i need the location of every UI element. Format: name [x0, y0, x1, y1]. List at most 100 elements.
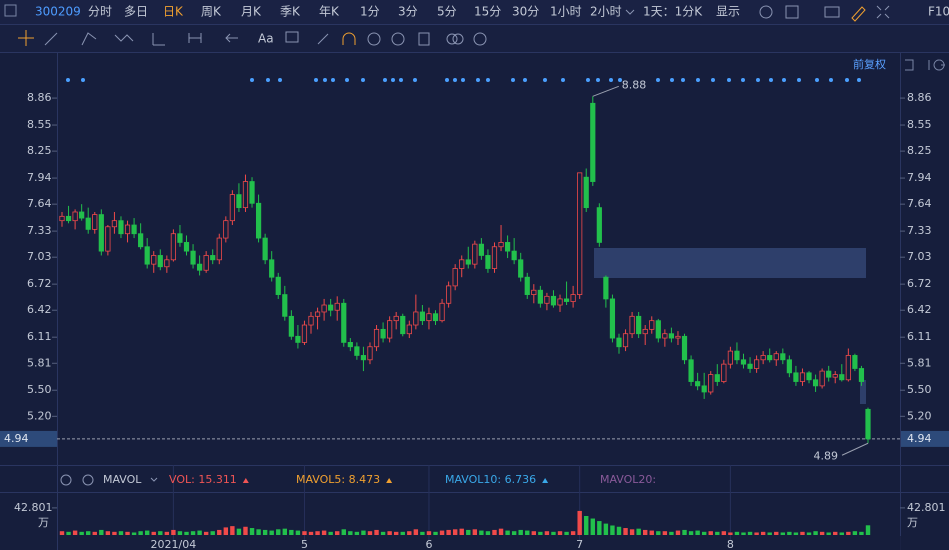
- f10-button[interactable]: F10: [928, 5, 949, 19]
- volume-bar: [643, 529, 648, 535]
- period-tab[interactable]: 周K: [201, 5, 222, 19]
- y-tick-label: 7.94: [27, 171, 52, 184]
- candle-body: [85, 217, 91, 230]
- event-marker: [857, 78, 861, 82]
- volume-indicator-name[interactable]: MAVOL: [103, 473, 142, 486]
- hide-tool[interactable]: [391, 32, 405, 46]
- sync-tool[interactable]: [367, 32, 381, 46]
- volume-bar: [485, 531, 491, 535]
- volume-close[interactable]: [82, 474, 94, 486]
- candle-body: [59, 215, 65, 222]
- event-marker: [413, 78, 417, 82]
- volume-bar: [79, 531, 84, 535]
- event-marker: [361, 78, 365, 82]
- event-marker: [561, 78, 565, 82]
- candle-body: [865, 408, 871, 440]
- period-tab[interactable]: 季K: [280, 5, 301, 19]
- wave-tool[interactable]: [114, 34, 134, 42]
- note-tool[interactable]: [285, 31, 299, 43]
- volume-bar: [675, 530, 681, 535]
- square-icon[interactable]: [785, 5, 799, 19]
- candle-body: [321, 304, 327, 313]
- candle-body: [557, 298, 563, 306]
- volume-bar: [538, 531, 543, 535]
- candle-body: [747, 363, 753, 369]
- fullscreen-icon[interactable]: [876, 5, 890, 19]
- period-tab[interactable]: 3分: [398, 5, 418, 19]
- candle-body: [609, 298, 616, 339]
- candle-body: [138, 233, 144, 248]
- volume-settings[interactable]: [60, 474, 72, 486]
- period-tab[interactable]: 分时: [88, 5, 112, 19]
- candle-body: [550, 295, 557, 306]
- link-tool[interactable]: [452, 33, 464, 45]
- period-tab[interactable]: 日K: [163, 5, 184, 19]
- volume-unit: 万: [38, 516, 49, 529]
- period-tab[interactable]: 1小时: [550, 5, 582, 19]
- camera-icon[interactable]: [824, 6, 840, 18]
- volume-bar: [734, 531, 740, 535]
- interval-select[interactable]: 1天：1分K: [643, 5, 703, 19]
- trend-tool[interactable]: [81, 32, 97, 46]
- last-price-label: 4.94: [4, 432, 29, 445]
- candle-body: [845, 355, 851, 381]
- text-tool[interactable]: Aa: [258, 32, 274, 46]
- arrow-tool[interactable]: [225, 33, 238, 43]
- display-menu[interactable]: 显示: [716, 5, 740, 19]
- move-tool[interactable]: [18, 30, 34, 46]
- stock-code[interactable]: 300209: [35, 5, 81, 19]
- volume-bar: [86, 531, 91, 535]
- volume-bar: [144, 530, 150, 535]
- period-tab[interactable]: 多日: [124, 5, 148, 19]
- fib-tool[interactable]: [152, 33, 165, 46]
- y-tick-label: 8.55: [27, 118, 52, 131]
- x-tick-label: 8: [727, 538, 734, 550]
- volume-bar: [623, 528, 628, 535]
- adjust-mode[interactable]: 前复权: [853, 57, 886, 71]
- candle-body: [413, 311, 419, 326]
- candle-body: [242, 181, 249, 209]
- volume-bar: [787, 531, 792, 535]
- volume-bar: [852, 531, 858, 535]
- volume-bar: [649, 530, 654, 535]
- event-marker: [391, 78, 395, 82]
- ruler-tool[interactable]: [317, 33, 329, 45]
- period-tab[interactable]: 月K: [241, 5, 262, 19]
- volume-bar: [243, 526, 248, 535]
- line-tool[interactable]: [44, 32, 58, 46]
- period-tab[interactable]: 5分: [437, 5, 457, 19]
- y-tick-label: 6.72: [907, 277, 932, 290]
- tool-settings[interactable]: [473, 32, 487, 46]
- link-tool[interactable]: [446, 33, 458, 45]
- period-tab[interactable]: 2小时: [590, 5, 622, 19]
- volume-bar: [59, 531, 65, 535]
- volume-bar: [315, 531, 320, 535]
- y-tick-label: 6.42: [27, 303, 52, 316]
- delete-tool[interactable]: [418, 32, 430, 46]
- checkbox[interactable]: [4, 4, 17, 17]
- candle-body: [590, 102, 596, 182]
- dropdown-icon[interactable]: [625, 9, 635, 15]
- candle-body: [105, 226, 111, 252]
- period-tab[interactable]: 15分: [474, 5, 501, 19]
- range-tool[interactable]: [188, 33, 202, 43]
- volume-indicator: VOL: 15.311: [169, 473, 237, 486]
- volume-bar: [276, 529, 281, 535]
- indicator-dropdown[interactable]: [150, 477, 158, 482]
- candle-body: [446, 285, 452, 304]
- candle-body: [649, 320, 655, 330]
- candle-body: [65, 215, 72, 222]
- candle-body: [485, 255, 491, 269]
- event-marker: [331, 78, 335, 82]
- candle-body: [157, 255, 163, 268]
- pen-icon[interactable]: [851, 6, 866, 22]
- period-tab[interactable]: 年K: [319, 5, 340, 19]
- period-tab[interactable]: 1分: [360, 5, 380, 19]
- magnet-tool[interactable]: [342, 32, 356, 45]
- chart-controls[interactable]: [905, 59, 945, 71]
- candle-body: [262, 237, 268, 261]
- candle-body: [518, 259, 524, 278]
- candle-body: [708, 374, 714, 393]
- settings-icon[interactable]: [759, 5, 773, 19]
- period-tab[interactable]: 30分: [512, 5, 539, 19]
